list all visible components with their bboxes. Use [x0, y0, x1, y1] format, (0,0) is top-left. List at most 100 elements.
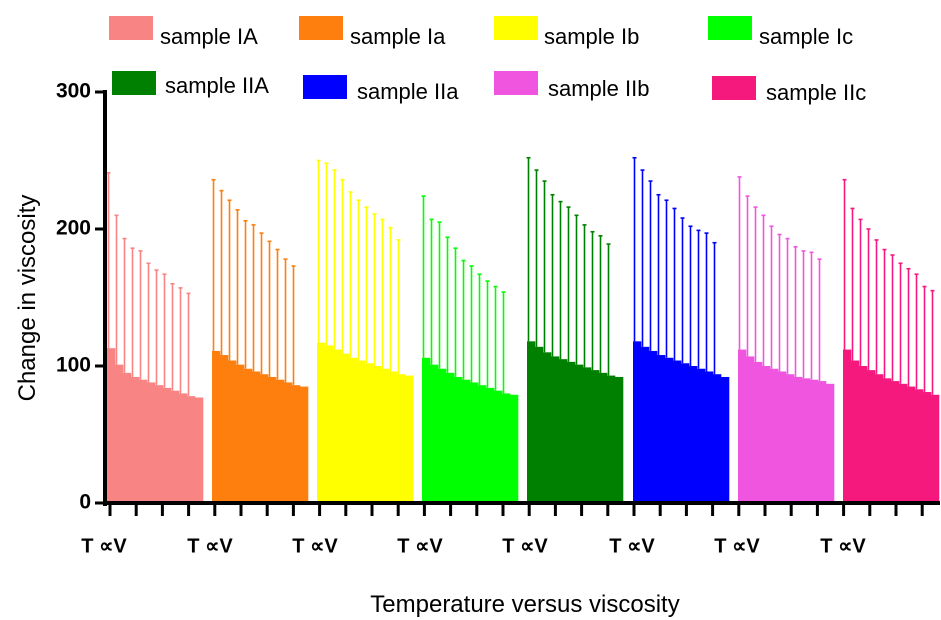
bar	[657, 355, 666, 503]
bar	[317, 342, 326, 503]
bar	[381, 368, 390, 503]
bar	[454, 376, 463, 503]
legend-swatch	[299, 16, 343, 40]
bar	[195, 397, 204, 503]
bar	[179, 393, 188, 503]
y-tick-label: 300	[56, 80, 91, 103]
bar	[357, 360, 366, 503]
category-label: T ∝V	[81, 535, 127, 557]
bar	[681, 363, 690, 503]
bar	[405, 375, 414, 503]
bar	[786, 374, 795, 503]
bar	[276, 379, 285, 503]
bar	[389, 371, 398, 503]
bar	[705, 371, 714, 503]
bar	[875, 374, 884, 503]
category-label: T ∝V	[502, 535, 548, 557]
bar	[155, 385, 164, 503]
bar	[762, 366, 771, 503]
bar	[543, 352, 552, 503]
legend-swatch	[708, 16, 752, 40]
bar	[689, 366, 698, 503]
bar	[559, 359, 568, 503]
bar	[746, 356, 755, 503]
legend-swatch	[303, 75, 347, 99]
legend: sample IA sample Ia sample Ib sample Ic samp…	[109, 16, 866, 105]
legend-label: sample IIc	[766, 80, 866, 105]
category-label: T ∝V	[820, 535, 866, 557]
bar	[673, 360, 682, 503]
bar	[615, 376, 624, 503]
bar	[292, 385, 301, 503]
legend-label: sample IIA	[165, 73, 269, 98]
bar	[438, 368, 447, 503]
bar	[802, 378, 811, 503]
bar	[462, 379, 471, 503]
bar	[494, 390, 503, 503]
bar	[738, 349, 747, 503]
bar	[851, 360, 860, 503]
bar	[115, 364, 124, 503]
bar	[770, 368, 779, 503]
bar	[244, 368, 253, 503]
y-axis-title: Change in viscosity	[14, 195, 41, 402]
bar	[220, 355, 229, 503]
bar	[778, 371, 787, 503]
bar	[131, 376, 140, 503]
bar	[713, 374, 722, 503]
bar	[599, 372, 608, 503]
legend-swatch	[712, 76, 756, 100]
bar	[107, 348, 116, 503]
bars	[107, 341, 940, 503]
bar	[228, 360, 237, 503]
bar	[349, 357, 358, 503]
bar	[397, 374, 406, 503]
bar	[665, 357, 674, 503]
legend-swatch	[112, 71, 156, 95]
bar	[527, 341, 536, 503]
category-label: T ∝V	[714, 535, 760, 557]
bar	[810, 379, 819, 503]
y-tick-label: 0	[79, 491, 91, 514]
bar	[510, 394, 519, 503]
bar	[931, 394, 940, 503]
bar	[171, 390, 180, 503]
bar	[502, 393, 511, 503]
bar	[641, 346, 650, 503]
legend-label: sample Ia	[350, 24, 446, 49]
bar	[867, 370, 876, 503]
legend-label: sample IIa	[357, 79, 459, 104]
bar	[826, 383, 835, 503]
bar	[607, 375, 616, 503]
legend-swatch	[109, 16, 153, 40]
bar	[535, 346, 544, 503]
bar	[236, 364, 245, 503]
bar	[284, 382, 293, 503]
bar	[486, 387, 495, 503]
tick-labels: 0 100 200 300 T ∝V T ∝V T ∝V T ∝V T ∝V T ∝V T ∝V T …	[56, 80, 866, 558]
legend-label: sample IA	[160, 24, 258, 49]
bar	[633, 341, 642, 503]
bar	[365, 363, 374, 503]
bar	[470, 382, 479, 503]
category-label: T ∝V	[609, 535, 655, 557]
bar	[260, 374, 269, 503]
bar	[300, 386, 309, 503]
bar	[883, 378, 892, 503]
bar	[163, 387, 172, 503]
bar	[333, 349, 342, 503]
bar	[697, 368, 706, 503]
legend-swatch	[494, 16, 538, 40]
bar	[341, 353, 350, 503]
bar	[899, 383, 908, 503]
axes	[95, 90, 940, 516]
bar	[575, 364, 584, 503]
bar	[268, 376, 277, 503]
category-label: T ∝V	[187, 535, 233, 557]
legend-swatch	[494, 71, 538, 95]
bar	[325, 345, 334, 503]
bar	[567, 361, 576, 503]
x-axis-title: Temperature versus viscosity	[370, 591, 679, 618]
bar	[478, 385, 487, 503]
bar	[721, 376, 730, 503]
